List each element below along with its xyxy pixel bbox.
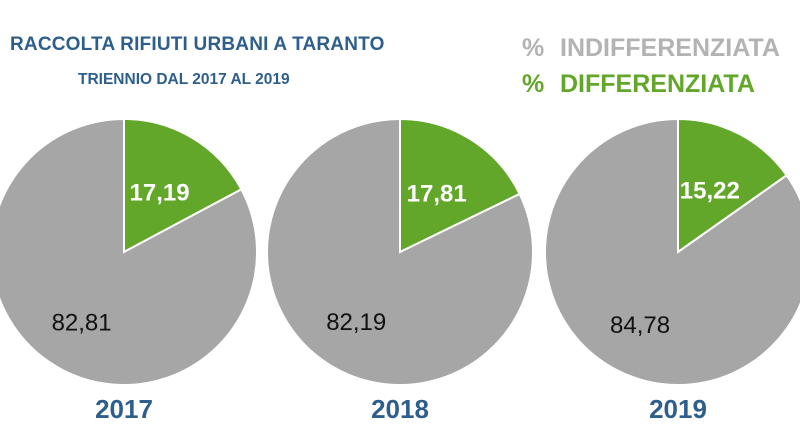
year-label: 2019 bbox=[649, 394, 707, 424]
legend-label: INDIFFERENZIATA bbox=[560, 34, 780, 62]
legend-item-indifferenziata: % INDIFFERENZIATA bbox=[522, 30, 780, 66]
pie-slice-differenziata bbox=[677, 117, 789, 254]
pie-chart-2019: 15,22 84,78 2019 bbox=[544, 117, 800, 424]
pie-value-label: 82,19 bbox=[326, 309, 386, 336]
pie-chart-2018: 17,81 82,19 2018 bbox=[266, 117, 534, 424]
legend: % INDIFFERENZIATA % DIFFERENZIATA bbox=[522, 30, 780, 102]
pie-value-label: 15,22 bbox=[680, 178, 740, 205]
chart-subtitle: TRIENNIO DAL 2017 AL 2019 bbox=[78, 71, 290, 88]
pie-value-label: 84,78 bbox=[610, 312, 670, 339]
pie-chart-2017: 17,19 82,81 2017 bbox=[0, 117, 258, 424]
legend-label: DIFFERENZIATA bbox=[560, 70, 755, 98]
legend-item-differenziata: % DIFFERENZIATA bbox=[522, 66, 780, 102]
pie-slice-indifferenziata bbox=[544, 117, 800, 386]
pie-value-label: 17,81 bbox=[407, 180, 467, 207]
pie-slice-indifferenziata bbox=[0, 117, 258, 386]
legend-symbol: % bbox=[522, 70, 545, 98]
pie-slice-differenziata bbox=[399, 117, 521, 254]
legend-symbol: % bbox=[522, 34, 545, 62]
pie-value-label: 82,81 bbox=[52, 310, 112, 337]
year-label: 2018 bbox=[371, 394, 429, 424]
pie-slice-indifferenziata bbox=[266, 117, 534, 386]
pie-value-label: 17,19 bbox=[130, 180, 190, 207]
pie-slice-differenziata bbox=[123, 117, 243, 254]
chart-title: RACCOLTA RIFIUTI URBANI A TARANTO bbox=[10, 34, 385, 55]
year-label: 2017 bbox=[95, 394, 153, 424]
